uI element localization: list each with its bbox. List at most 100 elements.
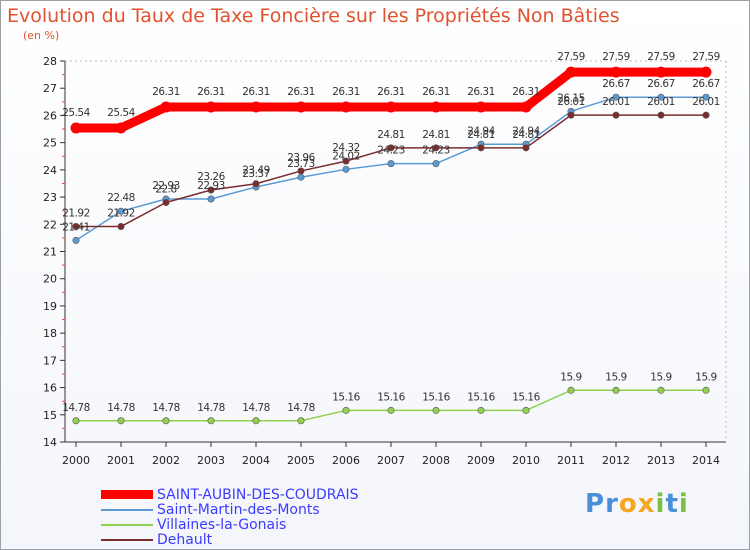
data-label-1: 23.73	[287, 158, 315, 170]
y-tick-label: 24	[43, 164, 57, 177]
legend-swatch-villaines	[101, 523, 153, 526]
data-label-3: 24.81	[377, 129, 405, 141]
series-point-0	[295, 101, 307, 113]
x-tick-label: 2003	[197, 454, 225, 467]
series-point-0	[70, 122, 82, 134]
data-label-0: 26.31	[152, 86, 180, 98]
series-point-0	[655, 66, 667, 78]
series-point-0	[160, 101, 172, 113]
data-label-0: 26.31	[332, 86, 360, 98]
data-label-0: 25.54	[62, 107, 90, 119]
data-label-2: 15.9	[695, 371, 716, 383]
series-line-1	[75, 96, 707, 242]
y-tick-label: 18	[43, 327, 57, 340]
data-label-3: 23.96	[287, 152, 315, 164]
data-label-0: 25.54	[107, 107, 135, 119]
data-label-1: 26.67	[692, 78, 720, 90]
y-tick-label: 26	[43, 109, 57, 122]
data-label-3: 23.49	[242, 165, 270, 177]
y-tick-label: 17	[43, 354, 57, 367]
logo-letter: i	[655, 489, 666, 519]
series-point-0	[565, 66, 577, 78]
series-point-1	[117, 207, 125, 215]
x-tick-label: 2005	[287, 454, 315, 467]
series-point-2	[522, 406, 530, 414]
y-tick-label: 28	[43, 55, 57, 68]
series-point-0	[520, 101, 532, 113]
data-label-1: 23.37	[242, 168, 270, 180]
y-tick-label: 21	[43, 246, 57, 259]
data-label-3: 24.81	[422, 129, 450, 141]
series-point-0	[430, 101, 442, 113]
data-label-2: 14.78	[242, 402, 270, 414]
x-tick-label: 2009	[467, 454, 495, 467]
series-point-0	[610, 66, 622, 78]
data-label-3: 26.01	[557, 96, 585, 108]
series-point-0	[700, 66, 712, 78]
y-tick-label: 15	[43, 409, 57, 422]
data-label-2: 15.16	[467, 391, 495, 403]
series-point-2	[567, 386, 575, 394]
legend-swatch-dehault	[101, 538, 153, 541]
series-point-3	[567, 111, 575, 119]
y-axis-unit: (en %)	[23, 29, 60, 42]
data-label-2: 14.78	[287, 402, 315, 414]
y-tick-label: 27	[43, 82, 57, 95]
data-label-0: 27.59	[692, 51, 720, 63]
series-point-3	[432, 144, 440, 152]
data-label-3: 22.8	[155, 184, 176, 196]
data-label-1: 24.94	[467, 125, 495, 137]
data-label-2: 15.9	[560, 371, 581, 383]
chart-title: Evolution du Taux de Taxe Foncière sur l…	[7, 5, 620, 27]
data-label-1: 26.67	[647, 78, 675, 90]
x-tick-label: 2007	[377, 454, 405, 467]
series-point-2	[207, 417, 215, 425]
series-point-2	[612, 386, 620, 394]
y-tick-label: 19	[43, 300, 57, 313]
data-label-3: 26.01	[647, 96, 675, 108]
legend-label-saint-martin: Saint-Martin-des-Monts	[157, 501, 320, 518]
data-label-1: 24.23	[422, 145, 450, 157]
series-point-3	[522, 144, 530, 152]
x-tick-label: 2004	[242, 454, 270, 467]
y-tick-label: 16	[43, 382, 57, 395]
logo-letter: x	[637, 489, 656, 519]
data-label-0: 26.31	[242, 86, 270, 98]
data-label-2: 15.16	[332, 391, 360, 403]
data-label-0: 27.59	[557, 51, 585, 63]
series-point-3	[702, 111, 710, 119]
data-label-2: 14.78	[152, 402, 180, 414]
series-point-0	[115, 122, 127, 134]
logo-letter: t	[665, 489, 679, 519]
y-tick-label: 22	[43, 218, 57, 231]
series-point-1	[297, 173, 305, 181]
data-label-3: 24.32	[332, 142, 360, 154]
data-label-3: 24.81	[467, 129, 495, 141]
y-tick-label: 20	[43, 273, 57, 286]
series-point-1	[657, 93, 665, 101]
data-label-2: 15.9	[650, 371, 671, 383]
series-point-3	[612, 111, 620, 119]
series-point-0	[205, 101, 217, 113]
series-point-1	[387, 160, 395, 168]
x-tick-label: 2012	[602, 454, 630, 467]
series-point-0	[340, 101, 352, 113]
series-point-3	[657, 111, 665, 119]
y-tick-label: 25	[43, 137, 57, 150]
series-point-1	[207, 195, 215, 203]
data-label-2: 14.78	[197, 402, 225, 414]
legend-label-saint-aubin: SAINT-AUBIN-DES-COUDRAIS	[157, 486, 359, 503]
series-point-3	[72, 222, 80, 230]
data-label-3: 26.01	[692, 96, 720, 108]
series-point-2	[297, 417, 305, 425]
data-label-1: 24.02	[332, 150, 360, 162]
series-point-2	[702, 386, 710, 394]
series-point-2	[387, 406, 395, 414]
data-label-3: 21.92	[107, 207, 135, 219]
series-point-1	[612, 93, 620, 101]
series-point-1	[432, 160, 440, 168]
series-point-2	[342, 406, 350, 414]
data-label-3: 23.26	[197, 171, 225, 183]
series-point-0	[250, 101, 262, 113]
